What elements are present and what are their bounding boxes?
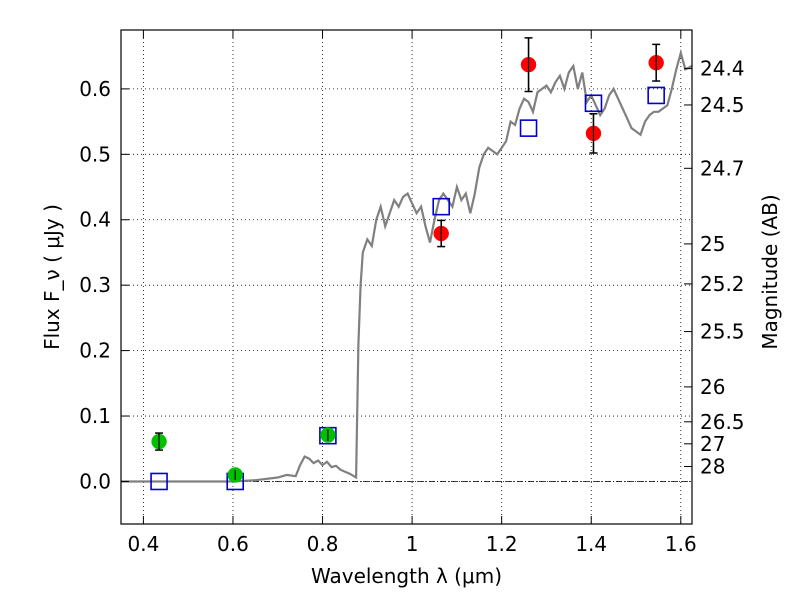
- y-tick-label: 0.4: [79, 208, 111, 232]
- y-tick-label: 0.1: [79, 404, 111, 428]
- x-tick-label: 0.6: [217, 532, 249, 556]
- y2-tick-label: 24.4: [700, 57, 745, 81]
- x-tick-label: 1.6: [665, 532, 697, 556]
- y2-tick-label: 24.5: [700, 93, 745, 117]
- x-axis-label: Wavelength λ (μm): [311, 564, 502, 588]
- model-flux-square: [432, 197, 451, 216]
- y2-tick-label: 27: [700, 432, 725, 456]
- y-tick-label: 0.5: [79, 142, 111, 166]
- y-tick-label: 0.2: [79, 339, 111, 363]
- y-axis-label: Flux F_ν ( μJy ): [40, 204, 64, 350]
- x-tick-label: 1.2: [486, 532, 518, 556]
- model-flux-square: [150, 472, 168, 491]
- plot-area: [121, 37, 692, 491]
- y2-tick-label: 28: [700, 454, 725, 478]
- model-flux-square: [647, 86, 665, 105]
- y2-tick-label: 26: [700, 375, 725, 399]
- y2-axis-label: Magnitude (AB): [758, 194, 782, 349]
- axis-ticks: 0.4 0.6 0.8 1 1.2 1.4 1.6 0.0 0.1 0.2 0.3 0.4 0.5 0.6…: [79, 30, 745, 556]
- y2-tick-label: 26.5: [700, 410, 745, 434]
- plot-frame: [120, 29, 693, 525]
- y2-tick-label: 25.2: [700, 272, 745, 296]
- x-tick-label: 1.4: [575, 532, 607, 556]
- y2-tick-label: 24.7: [700, 156, 745, 180]
- x-tick-label: 0.8: [307, 532, 339, 556]
- y-tick-label: 0.6: [79, 77, 111, 101]
- template-spectrum-line: [121, 48, 692, 483]
- x-tick-label: 0.4: [127, 532, 159, 556]
- x-tick-label: 1: [406, 532, 419, 556]
- y2-tick-label: 25.5: [700, 320, 745, 344]
- model-flux-square: [519, 119, 538, 137]
- y2-tick-label: 25: [700, 232, 725, 256]
- y-tick-label: 0.3: [79, 273, 111, 297]
- model-flux-square: [584, 94, 603, 113]
- y-tick-label: 0.0: [79, 469, 111, 493]
